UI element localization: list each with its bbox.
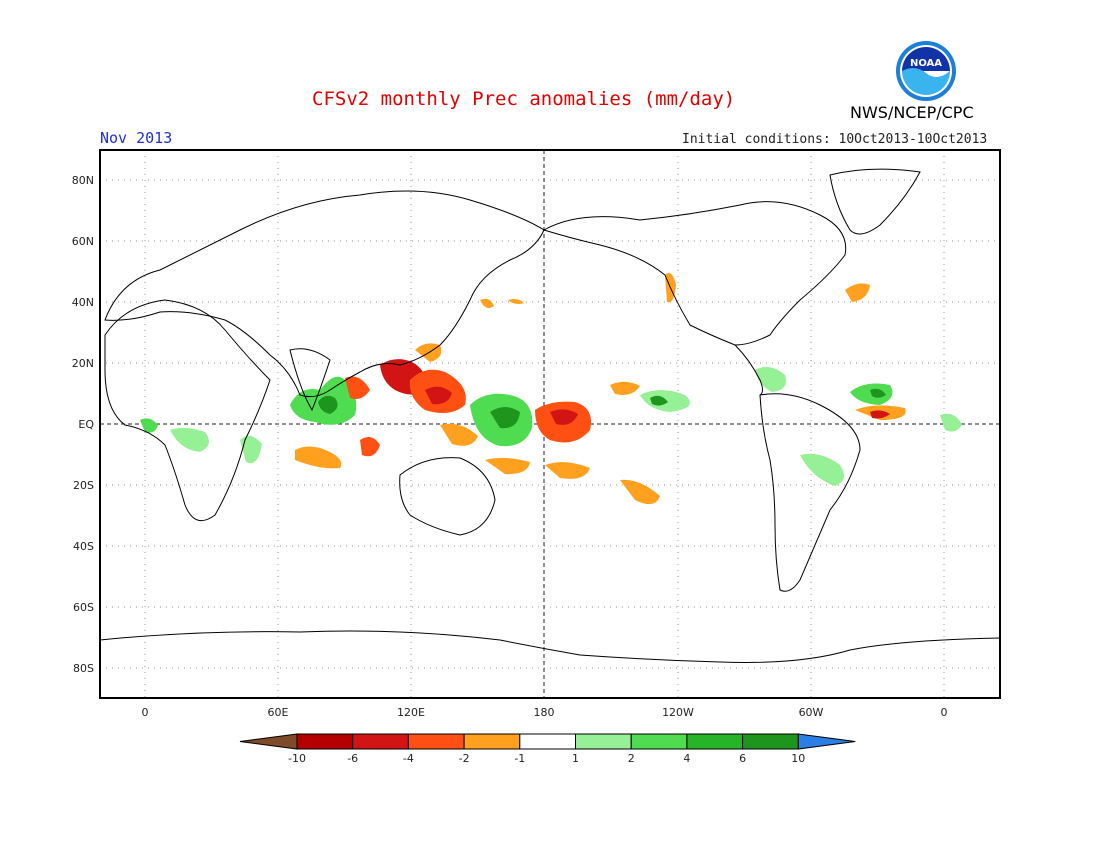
agency-label: NWS/NCEP/CPC: [850, 103, 974, 122]
colorbar-cell: [686, 733, 744, 750]
lon-label: 60W: [799, 706, 824, 719]
colorbar-left-arrow: [239, 733, 298, 750]
lat-label: 60N: [72, 235, 94, 248]
colorbar-cell: [742, 733, 799, 750]
lat-label: 20S: [73, 479, 94, 492]
colorbar: -10 -6 -4 -2 -1 1 2 4 6 10: [239, 733, 856, 765]
initial-conditions: Initial conditions: 10Oct2013-10Oct2013: [682, 132, 988, 147]
colorbar-label: 1: [572, 752, 579, 765]
coastlines: [99, 168, 1001, 663]
colorbar-label: -4: [403, 752, 414, 765]
latitude-labels: 80N 60N 40N 20N EQ 20S 40S 60S 80S: [72, 174, 95, 675]
colorbar-cell: [575, 733, 632, 750]
lat-label: 60S: [73, 601, 94, 614]
anomaly-patches: [140, 272, 962, 505]
grid-lines: [100, 150, 1000, 698]
colorbar-cell: [519, 733, 576, 750]
longitude-labels: 0 60E 120E 180 120W 60W 0: [142, 706, 948, 719]
colorbar-cell: [407, 733, 465, 750]
plot-frame: [99, 149, 1001, 699]
colorbar-label: -10: [288, 752, 306, 765]
logo-text: NOAA: [910, 58, 942, 69]
lon-label: 0: [142, 706, 149, 719]
colorbar-label: 2: [628, 752, 635, 765]
colorbar-cell: [296, 733, 354, 750]
lat-label: 40N: [72, 296, 94, 309]
colorbar-label: 6: [739, 752, 746, 765]
map-title: CFSv2 monthly Prec anomalies (mm/day): [312, 88, 736, 110]
lat-label: 80N: [72, 174, 94, 187]
noaa-logo: NOAA: [895, 40, 957, 102]
colorbar-cell: [463, 733, 521, 750]
lon-label: 120E: [397, 706, 425, 719]
lon-label: 0: [941, 706, 948, 719]
colorbar-label: 10: [791, 752, 805, 765]
colorbar-cell: [630, 733, 688, 750]
colorbar-label: -1: [514, 752, 525, 765]
colorbar-label: -6: [347, 752, 358, 765]
lat-label: EQ: [78, 418, 94, 431]
colorbar-cell: [352, 733, 409, 750]
lon-label: 120W: [662, 706, 694, 719]
colorbar-right-arrow: [797, 733, 856, 750]
lat-label: 20N: [72, 357, 94, 370]
lon-label: 180: [534, 706, 555, 719]
lon-label: 60E: [268, 706, 289, 719]
colorbar-label: -2: [459, 752, 470, 765]
forecast-month: Nov 2013: [100, 129, 173, 147]
colorbar-label: 4: [683, 752, 690, 765]
lat-label: 40S: [73, 540, 94, 553]
lat-label: 80S: [73, 662, 94, 675]
